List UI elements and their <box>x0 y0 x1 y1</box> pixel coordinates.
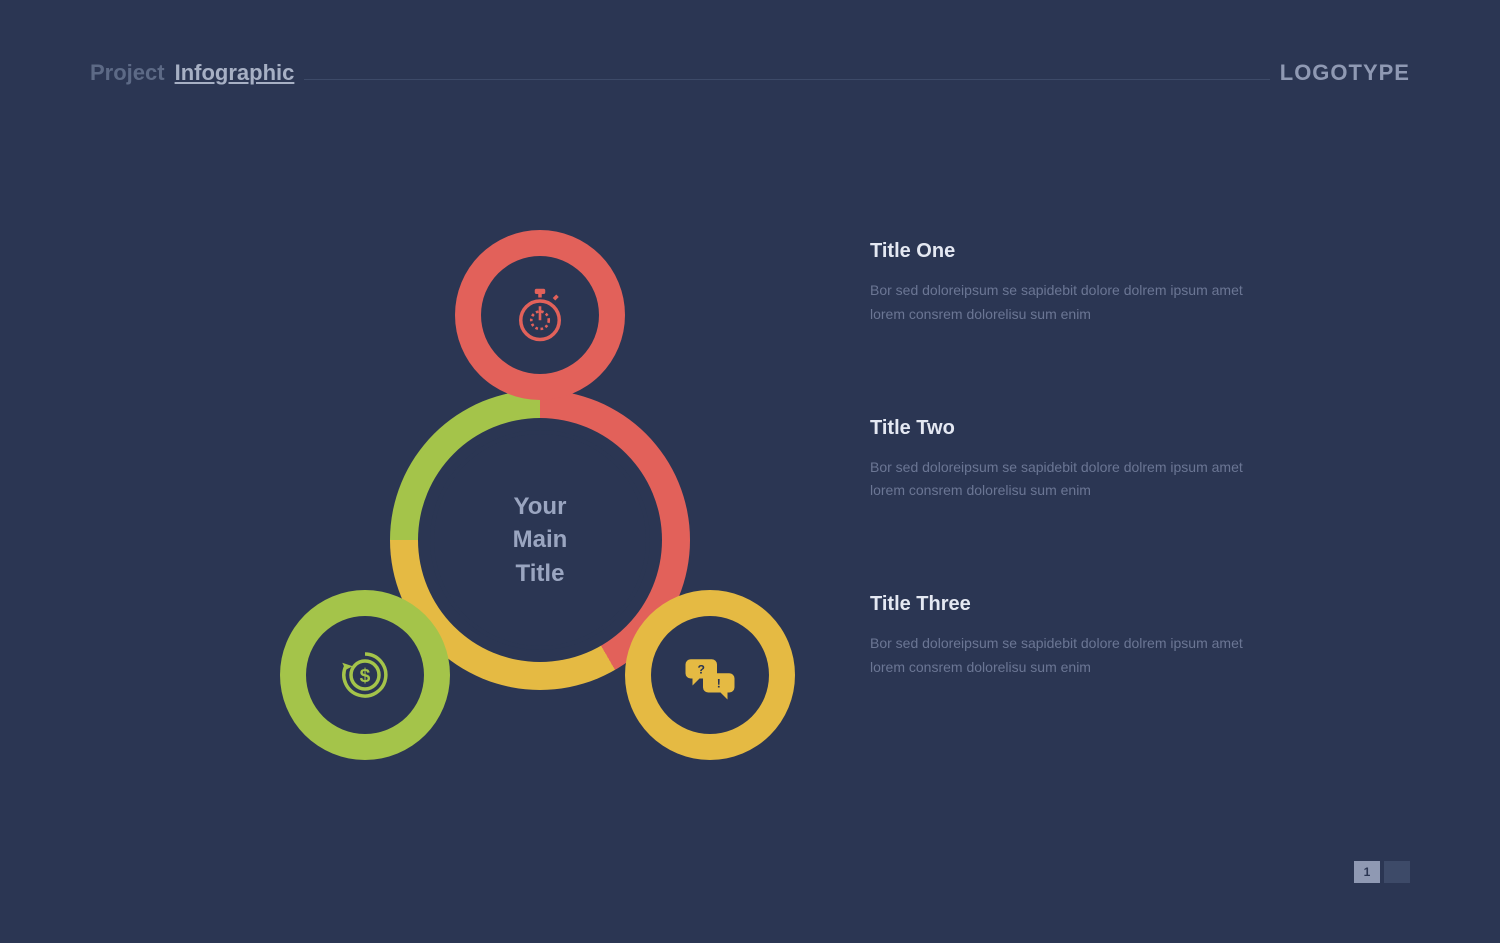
node-right-inner: ? ! <box>651 616 769 734</box>
main-title-line: Title <box>513 557 568 591</box>
header-word-infographic: Infographic <box>175 60 295 86</box>
dollar-icon: $ <box>337 647 393 703</box>
chat-icon: ? ! <box>682 647 738 703</box>
slide: Project Infographic LOGOTYPE Your Main T… <box>0 0 1500 943</box>
node-top-inner <box>481 256 599 374</box>
section-body: Bor sed doloreipsum se sapidebit dolore … <box>870 632 1270 680</box>
node-right: ? ! <box>625 590 795 760</box>
section-title: Title One <box>870 240 1270 263</box>
center-ring-core: Your Main Title <box>434 434 646 646</box>
text-block-3: Title Three Bor sed doloreipsum se sapid… <box>870 593 1270 680</box>
svg-text:$: $ <box>360 666 371 687</box>
header-word-project: Project <box>90 60 165 86</box>
header-divider <box>304 79 1269 80</box>
header-logotype: LOGOTYPE <box>1280 60 1410 86</box>
page-indicator: 1 <box>1354 861 1410 883</box>
svg-text:?: ? <box>698 662 705 676</box>
section-title: Title Two <box>870 417 1270 440</box>
node-left: $ <box>280 590 450 760</box>
node-left-inner: $ <box>306 616 424 734</box>
text-block-2: Title Two Bor sed doloreipsum se sapideb… <box>870 417 1270 504</box>
page-number: 1 <box>1354 861 1380 883</box>
circle-diagram: Your Main Title <box>280 260 800 780</box>
main-title: Your Main Title <box>513 490 568 591</box>
section-title: Title Three <box>870 593 1270 616</box>
stopwatch-icon <box>512 287 568 343</box>
section-body: Bor sed doloreipsum se sapidebit dolore … <box>870 456 1270 504</box>
svg-text:!: ! <box>717 676 721 690</box>
section-body: Bor sed doloreipsum se sapidebit dolore … <box>870 279 1270 327</box>
slide-header: Project Infographic LOGOTYPE <box>90 60 1410 86</box>
main-title-line: Main <box>513 523 568 557</box>
page-box-empty <box>1384 861 1410 883</box>
text-block-1: Title One Bor sed doloreipsum se sapideb… <box>870 240 1270 327</box>
node-top <box>455 230 625 400</box>
text-column: Title One Bor sed doloreipsum se sapideb… <box>870 240 1270 770</box>
main-title-line: Your <box>513 490 568 524</box>
